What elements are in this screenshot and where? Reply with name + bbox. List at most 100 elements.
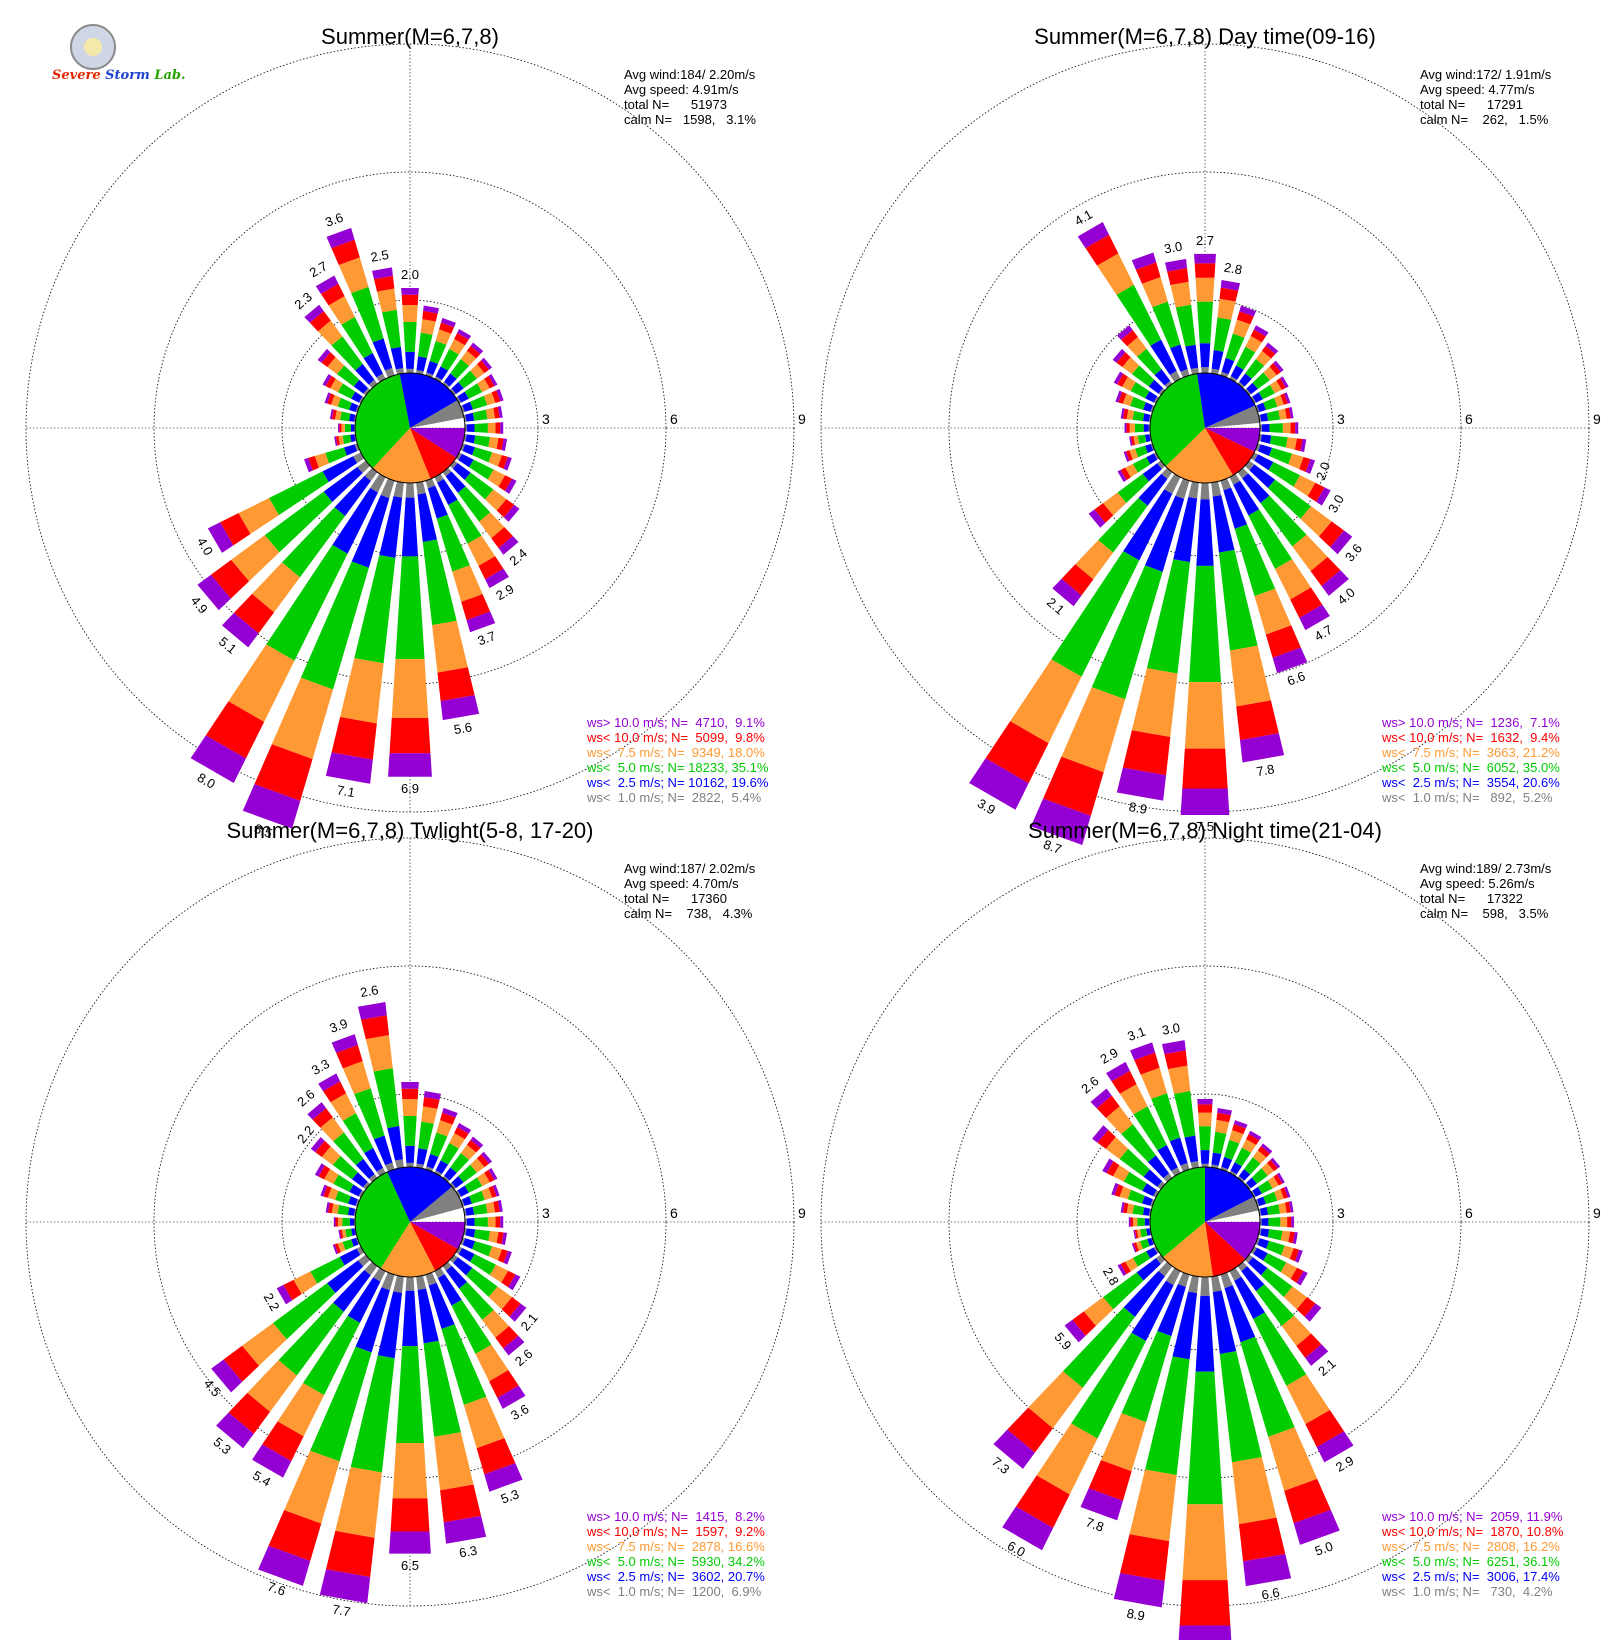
bar-segment bbox=[348, 413, 356, 422]
bar-segment bbox=[509, 1303, 527, 1322]
bar-segment bbox=[462, 1238, 476, 1250]
bar-segment bbox=[1221, 357, 1235, 375]
bar-segment bbox=[335, 1217, 339, 1227]
bar-segment bbox=[1281, 1315, 1312, 1346]
pie-slice bbox=[387, 1167, 453, 1222]
stats-line: Avg wind:189/ 2.73m/s bbox=[1420, 861, 1552, 876]
bar-segment bbox=[1229, 1170, 1237, 1177]
bar-segment bbox=[1135, 1241, 1143, 1251]
bar-segment bbox=[472, 1203, 488, 1215]
bar-segment bbox=[1307, 482, 1325, 502]
bar-segment bbox=[234, 593, 275, 634]
bar-segment bbox=[1318, 521, 1345, 548]
bar-segment bbox=[444, 1167, 457, 1181]
bar-segment bbox=[485, 1201, 496, 1214]
pie-slice bbox=[410, 1222, 465, 1250]
bar-segment bbox=[1127, 337, 1147, 357]
ring-label: 6 bbox=[670, 1205, 678, 1221]
bar-segment bbox=[1211, 350, 1224, 370]
bar-segment bbox=[1182, 748, 1228, 789]
bar-segment bbox=[1221, 1156, 1233, 1170]
bar-segment bbox=[495, 1216, 501, 1228]
bar-segment bbox=[465, 1206, 475, 1216]
bar-segment bbox=[345, 1228, 353, 1238]
bar-segment bbox=[1243, 1157, 1261, 1175]
bar-segment bbox=[455, 452, 463, 461]
bar-segment bbox=[1280, 1262, 1298, 1279]
bar-segment bbox=[364, 1261, 378, 1276]
bar-segment bbox=[1237, 1261, 1248, 1272]
bar-segment bbox=[1164, 473, 1181, 494]
bar-segment bbox=[449, 1182, 457, 1190]
bar-segment bbox=[333, 1174, 354, 1192]
stats-line: Avg speed: 4.70m/s bbox=[624, 876, 739, 891]
bar-segment bbox=[390, 346, 404, 370]
bar-value-label: 2.7 bbox=[1196, 233, 1214, 248]
bar-segment bbox=[1105, 1106, 1133, 1134]
bar-segment bbox=[395, 1159, 404, 1169]
bar-segment bbox=[320, 283, 345, 306]
bar-segment bbox=[460, 1237, 466, 1246]
bar-segment bbox=[1218, 549, 1258, 651]
bar-segment bbox=[1250, 1190, 1256, 1198]
bar-segment bbox=[1268, 1427, 1318, 1491]
bar-segment bbox=[1177, 1272, 1190, 1288]
bar-segment bbox=[1211, 1275, 1222, 1293]
bar-segment bbox=[1015, 1475, 1070, 1528]
bar-segment bbox=[488, 436, 499, 449]
bar-segment bbox=[1199, 343, 1211, 368]
bar-segment bbox=[437, 667, 475, 702]
bar-segment bbox=[1103, 492, 1127, 516]
bar-segment bbox=[340, 658, 384, 724]
bar-segment bbox=[454, 1127, 469, 1140]
bar-segment bbox=[1233, 480, 1260, 516]
bar-segment bbox=[401, 1088, 419, 1099]
bar-segment bbox=[465, 412, 475, 422]
bar-segment bbox=[1220, 1166, 1229, 1172]
bar-segment bbox=[339, 1248, 361, 1266]
bar-segment bbox=[1150, 405, 1155, 413]
bar-segment bbox=[1280, 1230, 1291, 1243]
bar-segment bbox=[441, 317, 456, 328]
bar-segment bbox=[1126, 409, 1135, 420]
bar-segment bbox=[1147, 1237, 1154, 1247]
bar-segment bbox=[1146, 1247, 1158, 1259]
bar-segment bbox=[437, 478, 458, 505]
bar-segment bbox=[487, 469, 506, 487]
bar-segment bbox=[338, 435, 345, 445]
bar-segment bbox=[1266, 1240, 1285, 1256]
bar-segment bbox=[500, 1216, 504, 1228]
bar-segment bbox=[1112, 1165, 1130, 1182]
bar-segment bbox=[416, 356, 427, 372]
bar-segment bbox=[320, 1184, 328, 1197]
bar-segment bbox=[1280, 393, 1288, 405]
bar-segment bbox=[364, 467, 378, 482]
wind-rose-panel-4: 3692.12.95.06.67.38.97.86.07.35.92.82.62… bbox=[820, 818, 1601, 1640]
bar-segment bbox=[1255, 350, 1272, 366]
bar-segment bbox=[326, 227, 355, 249]
bar-segment bbox=[449, 1132, 465, 1149]
bar-segment bbox=[1071, 1332, 1146, 1439]
bar-segment bbox=[1305, 459, 1316, 474]
bar-segment bbox=[228, 644, 295, 722]
bar-segment bbox=[1106, 1161, 1120, 1177]
bar-segment bbox=[1291, 1216, 1294, 1228]
bar-segment bbox=[1201, 1163, 1209, 1168]
bar-segment bbox=[335, 436, 340, 446]
bar-segment bbox=[1145, 434, 1151, 443]
bar-segment bbox=[1316, 487, 1331, 506]
bar-segment bbox=[1132, 1251, 1151, 1267]
wind-rose-panel-1: 3 6 92.02.42.93.75.66.97.18.58.05.14.94.02… bbox=[25, 24, 806, 841]
bar-segment bbox=[1246, 1134, 1260, 1145]
bar-segment bbox=[223, 1345, 259, 1382]
bar-segment bbox=[1261, 423, 1270, 433]
bar-segment bbox=[1294, 438, 1303, 452]
bar-segment bbox=[324, 392, 331, 404]
bar-segment bbox=[1258, 384, 1275, 400]
bar-segment bbox=[1260, 434, 1272, 444]
bar-segment bbox=[1196, 499, 1214, 566]
bar-segment bbox=[1276, 1172, 1285, 1184]
bar-segment bbox=[1234, 1147, 1252, 1167]
bar-segment bbox=[388, 753, 432, 777]
pie-border bbox=[1149, 372, 1261, 484]
